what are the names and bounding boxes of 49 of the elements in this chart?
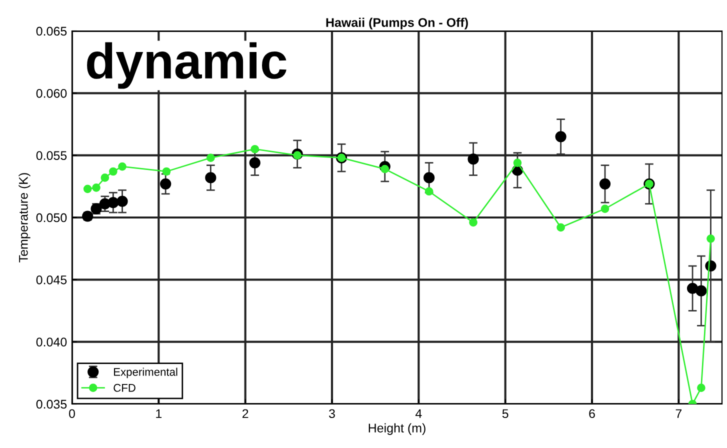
point [249,157,260,168]
point [468,154,479,165]
y-tick-label: 0.060 [36,88,67,98]
point [100,174,110,182]
point [83,184,92,194]
x-axis-title: Height (m) [368,423,426,435]
legend-label: Experimental [114,368,178,378]
x-tick-label: 5 [502,409,508,418]
point [706,234,715,243]
point [513,158,522,167]
point [469,218,478,227]
x-tick-label: 2 [242,409,248,418]
point [108,197,119,208]
annotation: dynamic [87,42,286,89]
point [160,178,172,190]
point [118,162,126,171]
point [556,223,565,232]
point [686,282,698,294]
point [380,164,390,174]
point [92,183,100,192]
x-tick-label: 7 [676,409,682,418]
y-tick-label: 0.055 [36,151,67,160]
point [293,151,302,160]
point [697,384,706,392]
y-axis-title: Temperature (K) [18,173,30,262]
y-tick-label: 0.035 [36,400,67,409]
point [116,196,128,207]
point [600,204,610,213]
y-tick-label: 0.065 [36,26,67,36]
point [205,172,216,184]
x-tick-label: 3 [329,409,335,418]
point [206,154,215,162]
y-tick-label: 0.040 [36,338,67,346]
point [162,167,171,176]
point [424,172,435,184]
point [424,187,434,196]
x-tick-label: 4 [415,409,422,418]
point [250,144,260,154]
legend-label: CFD [114,384,136,392]
y-tick-label: 0.050 [36,213,67,222]
y-tick-label: 0.045 [36,275,67,284]
point [555,131,566,142]
point [109,167,118,176]
x-tick-label: 6 [589,409,595,418]
point [696,285,707,296]
chart-title: Hawaii (Pumps On - Off) [326,18,468,30]
x-tick-label: 1 [156,409,162,418]
point [599,178,611,190]
x-tick-label: 0 [69,409,75,418]
